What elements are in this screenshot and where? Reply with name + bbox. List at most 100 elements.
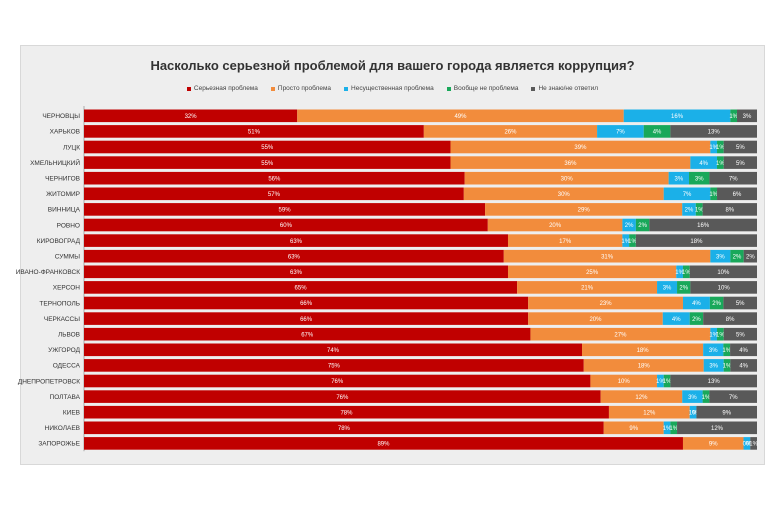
bar-segment [84,437,683,450]
category-label: ПОЛТАВА [50,394,81,401]
bar-segment [668,171,690,185]
data-label: 65% [295,286,308,292]
data-label: 10% [618,379,631,385]
data-label: 4% [699,161,708,167]
data-label: 5% [736,145,745,151]
data-label: 1% [663,379,672,385]
bar-segment [84,171,465,185]
bar-segment [710,187,718,201]
bar-segment [583,359,704,372]
bar-segment [723,156,757,169]
category-label: КИЕВ [63,410,80,417]
data-label: 57% [268,192,281,198]
bar-segment [717,327,724,341]
bar-segment [84,125,424,138]
data-label: 51% [248,130,261,136]
data-label: 2% [685,208,694,214]
bar-segment [703,359,724,372]
bar-segment [743,437,751,450]
bar-segment [717,156,724,169]
bar-segment [517,281,658,294]
bar-segment [582,343,704,357]
bar-segment [603,421,664,435]
bar-segment [608,405,690,419]
bar-segment [84,187,464,201]
bar-segment [682,296,710,310]
bar-segment [702,203,757,216]
data-label: 2% [692,317,701,323]
data-label: 30% [561,176,574,182]
bar-segment [723,140,757,154]
data-label: 63% [288,254,301,260]
data-label: 29% [578,208,591,214]
data-label: 1% [709,145,718,151]
bar-segment [635,218,650,232]
data-label: 3% [674,176,683,182]
data-label: 66% [300,317,313,323]
bar-segment [702,390,710,403]
bar-segment [629,234,636,247]
bar-segment [730,249,744,263]
data-label: 2% [625,223,634,229]
legend-label: Не знаю/не ответил [538,85,599,92]
data-label: 1% [716,161,725,167]
bar-segment [663,421,671,435]
bar-segment [737,109,757,123]
data-label: 1% [716,332,725,338]
data-label: 18% [637,348,650,354]
category-label: УЖГОРОД [48,347,80,354]
bar-segment [84,156,451,169]
category-label: ДНЕПРОПЕТРОВСК [18,378,80,385]
bar-segment [84,249,504,263]
data-label: 78% [340,410,353,416]
data-label: 2% [733,254,742,260]
legend-item: Вообще не проблема [446,85,518,92]
data-label: 56% [268,176,281,182]
bar-segment [84,265,508,279]
data-label: 76% [331,379,344,385]
data-label: 31% [601,254,614,260]
bar-segment [622,234,630,247]
data-label: 12% [643,410,656,416]
bar-segment [689,405,697,419]
data-label: 2% [679,286,688,292]
bar-segment [730,359,757,372]
data-label: 1% [675,270,684,276]
data-label: 26% [504,130,517,136]
bar-segment [597,125,644,138]
bar-segment [723,296,757,310]
bar-segment [84,374,591,388]
bar-segment [590,374,658,388]
category-label: ЗАПОРОЖЬЕ [38,441,80,448]
legend-label: Серьезная проблема [193,85,258,92]
data-label: 74% [327,348,340,354]
bar-segment [464,171,669,185]
bar-segment [663,374,671,388]
data-label: 4% [739,348,748,354]
bar-segment [663,187,711,201]
bar-segment [528,312,663,325]
data-label: 6% [733,192,742,198]
data-label: 25% [586,270,599,276]
legend-swatch [186,86,191,91]
bar-segment [507,234,623,247]
data-label: 36% [564,161,577,167]
bar-segment [750,437,757,450]
data-label: 20% [589,317,602,323]
bar-segment [723,327,757,341]
category-label: ХАРЬКОВ [50,129,80,136]
data-label: 7% [616,130,625,136]
legend-swatch [344,86,349,91]
legend-item: Несущественная проблема [344,85,434,92]
legend-item: Не знаю/не ответил [531,85,598,92]
data-label: 4% [692,301,701,307]
data-label: 1% [669,426,678,432]
data-label: 7% [729,176,738,182]
data-label: 55% [261,161,274,167]
data-label: 3% [663,286,672,292]
category-label: СУММЫ [55,254,80,261]
bar-segment [670,421,678,435]
bar-segment [450,140,711,154]
data-label: 63% [290,239,303,245]
bar-segment [682,390,703,403]
